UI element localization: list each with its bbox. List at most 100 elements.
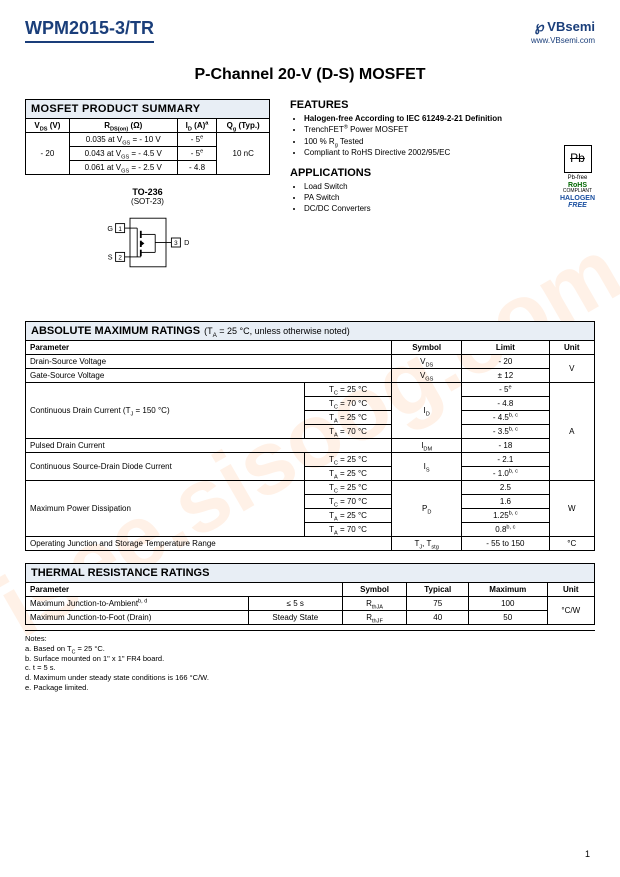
amr-cell: TC = 70 °C	[304, 397, 391, 411]
thermal-cell: Steady State	[248, 611, 342, 625]
thermal-cell: 50	[469, 611, 548, 625]
summary-r0-id: - 5e	[177, 133, 217, 147]
amr-table: Parameter Symbol Limit Unit Drain-Source…	[25, 340, 595, 551]
summary-vds: - 20	[26, 133, 70, 175]
amr-cell: W	[549, 481, 594, 537]
amr-col-param: Parameter	[26, 341, 392, 355]
amr-cell: TC = 25 °C	[304, 383, 391, 397]
note-item: c. t = 5 s.	[25, 663, 595, 673]
brand-url: www.VBsemi.com	[531, 36, 595, 45]
pbfree-icon: Pb	[564, 145, 592, 173]
note-item: d. Maximum under steady state conditions…	[25, 673, 595, 683]
amr-cell: TA = 25 °C	[304, 509, 391, 523]
summary-r1-rds: 0.043 at VGS = - 4.5 V	[69, 147, 177, 161]
svg-text:3: 3	[174, 240, 178, 247]
halogen-label: HALOGEN	[560, 195, 595, 203]
amr-cell: 1.6	[462, 495, 549, 509]
package-name: TO-236	[25, 187, 270, 197]
package-block: TO-236 (SOT-23) 1 G 2 S 3 D	[25, 187, 270, 281]
note-item: b. Surface mounted on 1" x 1" FR4 board.	[25, 654, 595, 664]
summary-col-vds: VDS (V)	[26, 119, 70, 133]
notes-block: Notes: a. Based on TC = 25 °C. b. Surfac…	[25, 630, 595, 693]
notes-heading: Notes:	[25, 634, 595, 644]
amr-cell: 1.25b, c	[462, 509, 549, 523]
brand-block: ℘ VBsemi www.VBsemi.com	[531, 18, 595, 46]
amr-cell: VGS	[392, 369, 462, 383]
app-item: PA Switch	[304, 193, 595, 203]
thermal-cell: 40	[407, 611, 469, 625]
amr-cell: PD	[392, 481, 462, 537]
halogen-sub: FREE	[560, 202, 595, 210]
thermal-col-unit: Unit	[547, 583, 595, 597]
amr-cell: IS	[392, 453, 462, 481]
amr-cdc-param: Continuous Drain Current (TJ = 150 °C)	[26, 383, 305, 439]
thermal-col-typ: Typical	[407, 583, 469, 597]
rohs-sub: COMPLIANT	[560, 189, 595, 195]
thermal-cell: RthJF	[342, 611, 407, 625]
thermal-cell: °C/W	[547, 597, 595, 625]
amr-cell: - 4.8	[462, 397, 549, 411]
amr-cell: - 5e	[462, 383, 549, 397]
amr-cell: TC = 70 °C	[304, 495, 391, 509]
svg-text:G: G	[107, 224, 113, 233]
feature-item: Halogen-free According to IEC 61249-2-21…	[304, 114, 595, 124]
summary-col-qg: Qg (Typ.)	[217, 119, 270, 133]
thermal-col-symbol: Symbol	[342, 583, 407, 597]
amr-col-unit: Unit	[549, 341, 594, 355]
summary-r1-id: - 5e	[177, 147, 217, 161]
amr-condition: (TA = 25 °C, unless otherwise noted)	[204, 326, 350, 336]
amr-cell: A	[549, 383, 594, 481]
feature-item: Compliant to RoHS Directive 2002/95/EC	[304, 148, 595, 158]
thermal-cell: ≤ 5 s	[248, 597, 342, 611]
feature-item: 100 % Rg Tested	[304, 137, 595, 147]
amr-heading: ABSOLUTE MAXIMUM RATINGS (TA = 25 °C, un…	[25, 321, 595, 340]
svg-text:1: 1	[118, 226, 122, 233]
amr-cell: TA = 70 °C	[304, 523, 391, 537]
package-sub: (SOT-23)	[25, 197, 270, 206]
amr-cell: 2.5	[462, 481, 549, 495]
amr-cell: - 18	[462, 439, 549, 453]
amr-col-symbol: Symbol	[392, 341, 462, 355]
amr-cell: ± 12	[462, 369, 549, 383]
note-item: a. Based on TC = 25 °C.	[25, 644, 595, 654]
pbfree-label: Pb-free	[560, 175, 595, 182]
thermal-cell: RthJA	[342, 597, 407, 611]
amr-cell: VDS	[392, 355, 462, 369]
amr-col-limit: Limit	[462, 341, 549, 355]
part-number: WPM2015-3/TR	[25, 18, 154, 43]
thermal-col-max: Maximum	[469, 583, 548, 597]
svg-text:S: S	[107, 253, 112, 262]
thermal-row: Maximum Junction-to-Ambientb, d	[26, 597, 249, 611]
amr-cell: - 2.1	[462, 453, 549, 467]
applications-heading: APPLICATIONS	[290, 167, 595, 179]
amr-cell: °C	[549, 537, 594, 551]
page-number: 1	[585, 849, 590, 859]
thermal-cell: 100	[469, 597, 548, 611]
features-list: Halogen-free According to IEC 61249-2-21…	[304, 114, 595, 159]
amr-cell: TC = 25 °C	[304, 481, 391, 495]
svg-text:D: D	[184, 238, 189, 247]
amr-csd-param: Continuous Source-Drain Diode Current	[26, 453, 305, 481]
amr-row: Operating Junction and Storage Temperatu…	[26, 537, 392, 551]
features-heading: FEATURES	[290, 99, 595, 111]
brand-logo-icon: ℘	[535, 18, 545, 34]
summary-qg: 10 nC	[217, 133, 270, 175]
amr-row: Drain-Source Voltage	[26, 355, 392, 369]
amr-row: Pulsed Drain Current	[26, 439, 392, 453]
page-title: P-Channel 20-V (D-S) MOSFET	[25, 66, 595, 84]
svg-text:2: 2	[118, 255, 122, 262]
note-item: e. Package limited.	[25, 683, 595, 693]
thermal-cell: 75	[407, 597, 469, 611]
amr-cell: 0.8b, c	[462, 523, 549, 537]
amr-cell: TJ, Tstg	[392, 537, 462, 551]
app-item: DC/DC Converters	[304, 204, 595, 214]
summary-r2-rds: 0.061 at VGS = - 2.5 V	[69, 161, 177, 175]
amr-cell: TC = 25 °C	[304, 453, 391, 467]
amr-cell: ID	[392, 383, 462, 439]
amr-cell: TA = 25 °C	[304, 411, 391, 425]
summary-col-id: ID (A)a	[177, 119, 217, 133]
summary-col-rds: RDS(on) (Ω)	[69, 119, 177, 133]
applications-list: Load Switch PA Switch DC/DC Converters	[304, 182, 595, 215]
thermal-heading: THERMAL RESISTANCE RATINGS	[25, 563, 595, 582]
amr-cell: - 20	[462, 355, 549, 369]
